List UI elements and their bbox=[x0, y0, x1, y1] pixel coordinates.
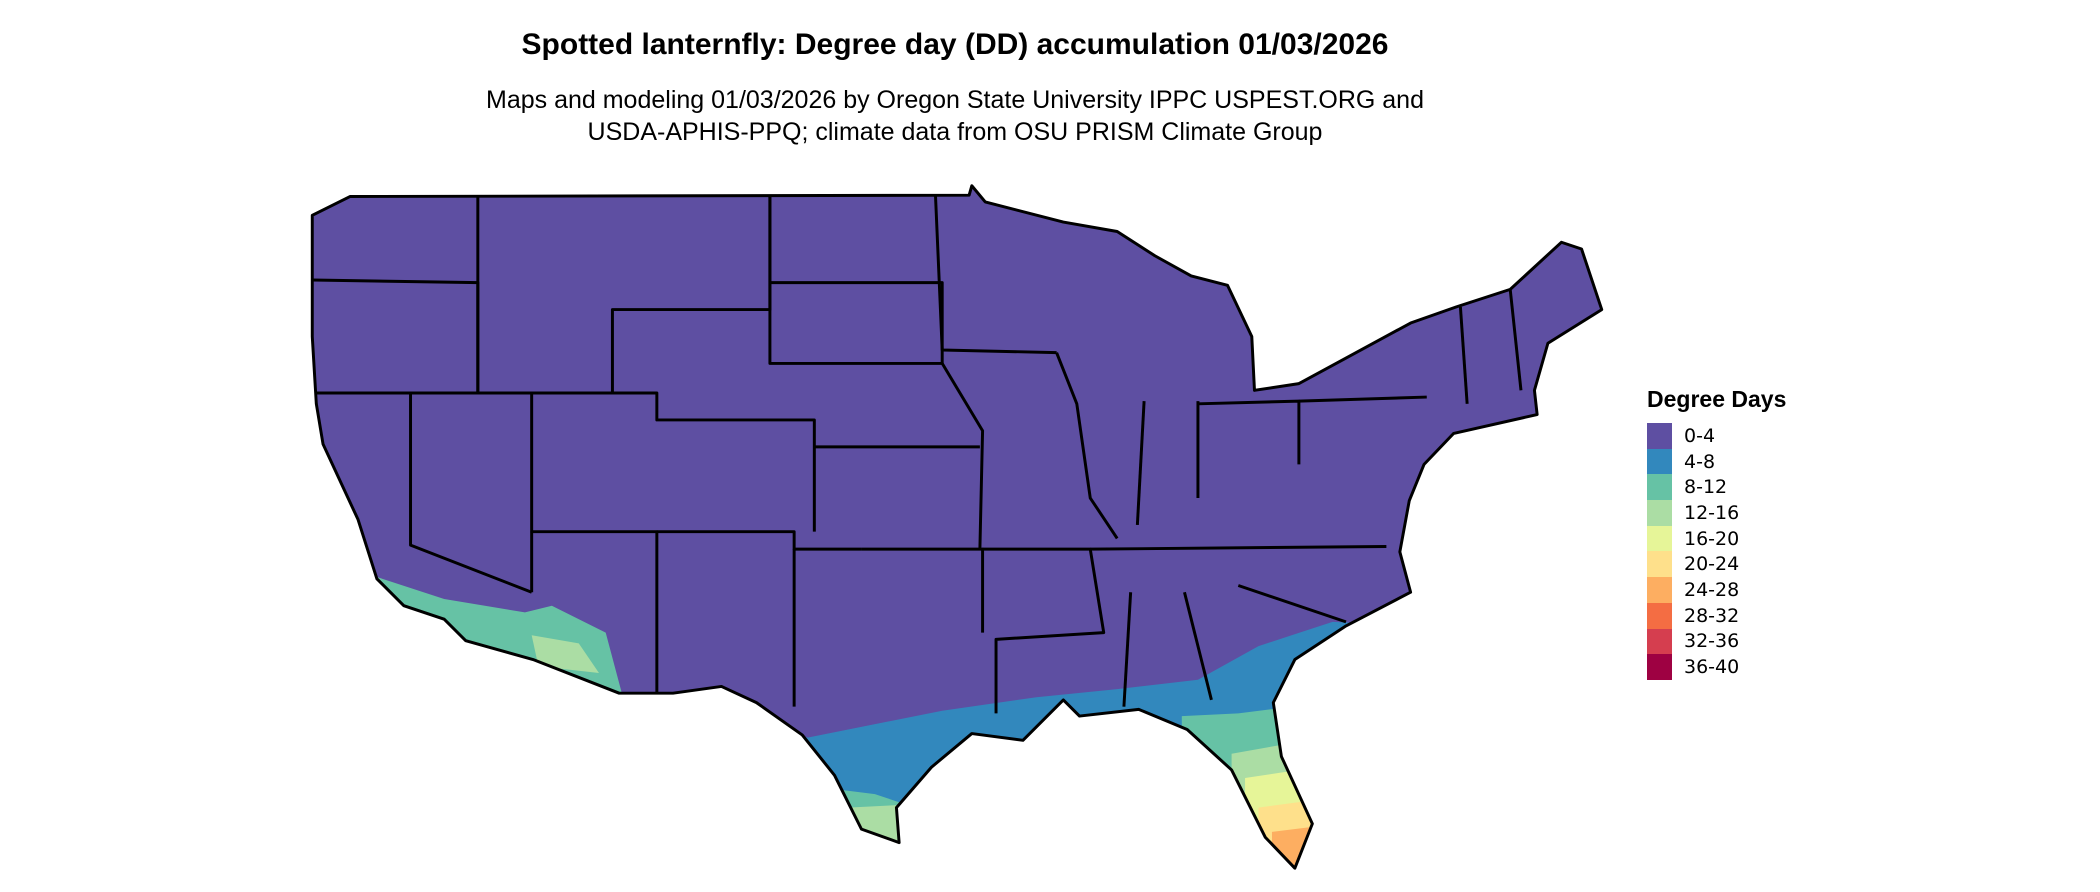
legend-swatch bbox=[1647, 577, 1672, 603]
legend-item: 28-32 bbox=[1647, 602, 1786, 629]
state-border bbox=[530, 393, 659, 694]
state-border bbox=[1508, 289, 1523, 391]
legend-title: Degree Days bbox=[1647, 386, 1787, 412]
map-title: Spotted lanternfly: Degree day (DD) accu… bbox=[521, 28, 1389, 61]
us-outline bbox=[312, 185, 1602, 869]
state-border bbox=[1135, 401, 1146, 526]
legend: Degree Days 0-4 4-8 8-12 12-16 16-20 20-24 24-… bbox=[1647, 386, 1786, 680]
legend-swatch bbox=[1647, 525, 1672, 552]
subtitle-line-1: Maps and modeling 01/03/2026 by Oregon S… bbox=[486, 86, 1424, 114]
legend-label: 12-16 bbox=[1684, 501, 1740, 524]
legend-item: 16-20 bbox=[1647, 525, 1786, 552]
state-border bbox=[1237, 584, 1347, 624]
legend-swatch bbox=[1647, 628, 1672, 655]
state-border bbox=[656, 530, 862, 551]
state-border bbox=[1183, 591, 1213, 701]
legend-swatch bbox=[1647, 551, 1672, 578]
legend-swatch bbox=[1647, 448, 1672, 475]
legend-item: 24-28 bbox=[1647, 577, 1786, 603]
legend-swatch bbox=[1647, 654, 1672, 680]
state-border bbox=[1055, 352, 1119, 540]
legend-item: 8-12 bbox=[1647, 474, 1786, 501]
legend-label: 8-12 bbox=[1684, 476, 1728, 499]
zone-12-16 bbox=[531, 635, 599, 673]
legend-label: 32-36 bbox=[1684, 630, 1740, 653]
state-border bbox=[316, 391, 533, 594]
legend-item: 20-24 bbox=[1647, 551, 1786, 578]
map-subtitle: Maps and modeling 01/03/2026 by Oregon S… bbox=[0, 84, 1910, 148]
legend-item: 0-4 bbox=[1647, 423, 1786, 449]
legend-label: 24-28 bbox=[1684, 578, 1740, 601]
legend-label: 28-32 bbox=[1684, 604, 1740, 627]
legend-swatch bbox=[1647, 500, 1672, 526]
legend-label: 36-40 bbox=[1684, 656, 1740, 679]
state-borders bbox=[310, 184, 1604, 870]
legend-swatch bbox=[1647, 474, 1672, 501]
subtitle-line-2: USDA-APHIS-PPQ; climate data from OSU PR… bbox=[587, 118, 1323, 146]
state-border bbox=[1458, 306, 1469, 404]
legend-label: 20-24 bbox=[1684, 553, 1740, 576]
legend-swatch bbox=[1647, 423, 1672, 449]
state-border bbox=[933, 195, 1057, 355]
state-border bbox=[940, 362, 985, 550]
legend-label: 4-8 bbox=[1684, 450, 1716, 473]
legend-swatch bbox=[1647, 602, 1672, 629]
state-border bbox=[1122, 592, 1133, 707]
state-border bbox=[1298, 395, 1427, 403]
state-border bbox=[410, 391, 816, 532]
state-border bbox=[310, 184, 1604, 870]
legend-item: 12-16 bbox=[1647, 500, 1786, 526]
legend-item: 4-8 bbox=[1647, 448, 1786, 475]
legend-item: 32-36 bbox=[1647, 628, 1786, 655]
legend-item: 36-40 bbox=[1647, 654, 1786, 680]
zone-12-16 bbox=[847, 804, 929, 862]
legend-label: 0-4 bbox=[1684, 424, 1716, 447]
legend-label: 16-20 bbox=[1684, 527, 1740, 550]
state-border bbox=[1090, 544, 1387, 551]
state-border bbox=[982, 547, 1106, 714]
